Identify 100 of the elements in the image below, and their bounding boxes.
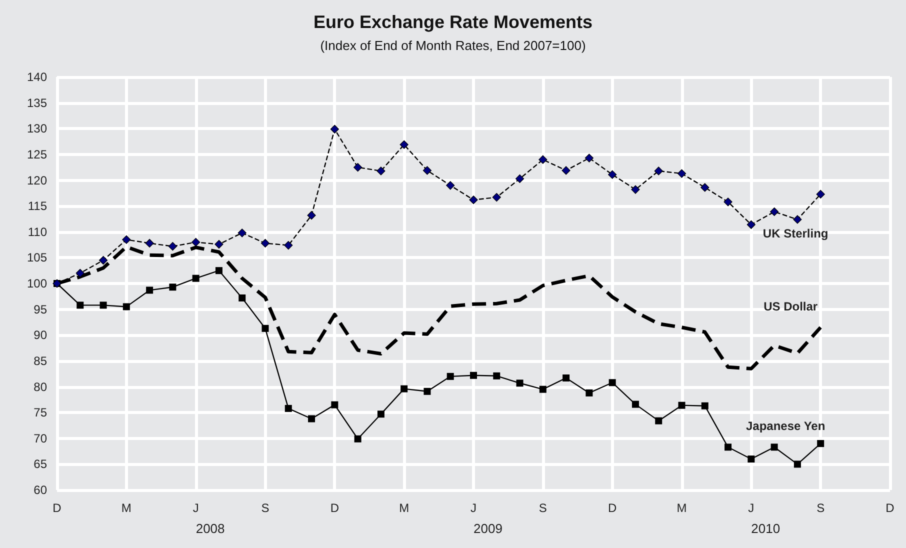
point (168, 242, 177, 251)
point (562, 166, 570, 175)
text: 2009 (474, 521, 502, 536)
y-tick-label: 110 (28, 224, 48, 239)
point (539, 386, 546, 393)
y-tick-label: 70 (34, 431, 48, 446)
point (377, 410, 384, 418)
series-label: UK Sterling (762, 226, 828, 240)
point (655, 417, 662, 424)
chart-title: Euro Exchange Rate Movements (313, 12, 593, 32)
point (400, 385, 408, 392)
x-tick-label: M (121, 501, 132, 515)
y-tick-label: 95 (34, 302, 48, 316)
point (330, 124, 339, 134)
point (400, 140, 408, 149)
point (145, 238, 154, 248)
y-tick-label: 85 (34, 354, 48, 368)
point (584, 154, 594, 162)
point (100, 302, 107, 309)
point (470, 372, 477, 379)
point (515, 174, 524, 183)
point (214, 240, 224, 249)
point (562, 374, 570, 382)
point (538, 155, 548, 164)
point (98, 256, 108, 265)
y-tick-label: 100 (26, 276, 48, 290)
point (354, 163, 362, 172)
x-tick-label: S (816, 501, 825, 515)
x-tick-label: D (52, 501, 62, 515)
point (678, 402, 686, 409)
y-tick-label: 65 (34, 457, 48, 472)
point (238, 228, 246, 238)
point (654, 166, 663, 176)
point (793, 215, 802, 224)
x-tick-label: M (399, 501, 410, 515)
point (770, 207, 779, 216)
point (701, 402, 708, 410)
point (677, 169, 686, 178)
point (308, 415, 316, 422)
point (424, 388, 431, 395)
y-tick-label: 115 (28, 199, 48, 214)
point (192, 238, 200, 246)
point (422, 166, 432, 175)
point (469, 196, 478, 204)
point (260, 238, 270, 248)
y-tick-label: 125 (26, 147, 48, 162)
x-tick-label: J (748, 501, 754, 515)
y-tick-label: 135 (26, 96, 48, 110)
y-tick-label: 120 (26, 173, 48, 188)
point (331, 401, 338, 408)
point (354, 435, 362, 442)
point (76, 268, 84, 278)
point (238, 294, 246, 302)
y-tick-label: 90 (34, 328, 48, 342)
y-tick-label: 60 (34, 483, 48, 497)
series-label: Japanese Yen (746, 419, 826, 434)
point (284, 241, 293, 250)
point (122, 235, 131, 244)
point (746, 220, 756, 229)
point (632, 400, 639, 408)
series-label: US Dollar (764, 299, 818, 314)
point (262, 324, 269, 332)
y-tick-label: 130 (26, 122, 48, 136)
point (493, 372, 500, 380)
point (608, 170, 617, 179)
x-tick-label: S (538, 501, 547, 515)
x-tick-label: D (330, 501, 340, 515)
point (446, 181, 455, 190)
text: 2008 (196, 521, 225, 536)
text: 2010 (751, 521, 780, 536)
point (748, 456, 755, 463)
x-tick-label: J (192, 501, 199, 515)
x-tick-label: D (608, 501, 617, 515)
point (770, 444, 778, 451)
y-tick-label: 140 (26, 70, 48, 84)
point (724, 198, 732, 206)
y-tick-label: 105 (26, 250, 48, 265)
point (631, 185, 640, 194)
point (816, 190, 825, 198)
point (122, 303, 130, 310)
point (76, 302, 84, 309)
point (169, 284, 176, 291)
y-tick-label: 80 (34, 380, 48, 394)
x-tick-label: S (261, 501, 270, 515)
point (192, 274, 200, 282)
x-tick-label: M (676, 501, 687, 515)
point (817, 440, 824, 448)
point (516, 380, 524, 387)
y-tick-label: 75 (34, 406, 48, 420)
point (700, 183, 710, 192)
x-tick-label: D (886, 501, 895, 515)
point (492, 192, 501, 202)
point (376, 166, 386, 176)
point (446, 372, 454, 380)
point (608, 379, 616, 386)
chart-subtitle: (Index of End of Month Rates, End 2007=100) (320, 38, 586, 53)
point (146, 286, 154, 294)
point (307, 211, 316, 220)
point (215, 267, 222, 274)
point (284, 404, 292, 412)
